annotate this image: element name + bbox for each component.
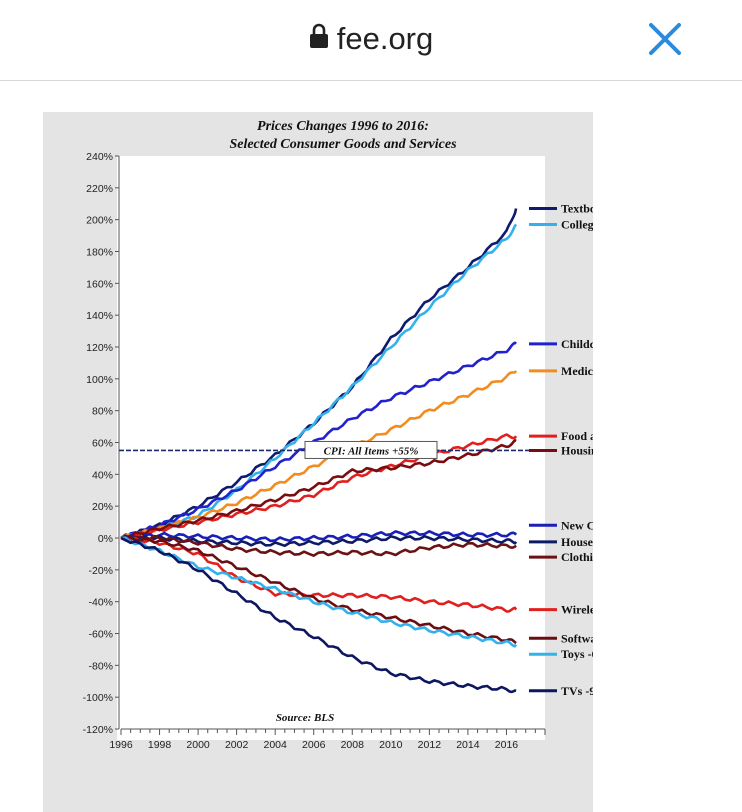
y-tick-label: -100%: [83, 692, 113, 704]
legend-label: Housing +61%: [561, 443, 593, 457]
x-tick-label: 2002: [225, 739, 249, 751]
cpi-label: CPI: All Items +55%: [324, 445, 419, 457]
legend-label: New Cars +2.1%: [561, 518, 593, 532]
x-tick-label: 1996: [109, 739, 133, 751]
y-tick-label: 220%: [86, 183, 113, 195]
browser-top-bar: fee.org: [0, 0, 742, 81]
series-layer: [120, 208, 518, 694]
series-line-toys: [120, 536, 518, 648]
y-axis: 240% 220% 200% 180% 160% 140% 120% 100% 80% 60% 40…: [83, 151, 120, 736]
y-tick-label: 20%: [92, 501, 113, 513]
series-line-housing: [120, 439, 517, 540]
legend-label: Childcare +122%: [561, 337, 593, 351]
series-line-wireless-service: [120, 536, 518, 613]
x-axis: 1996 1998 2000 2002 2004 2006 2008 2010 2012 2014…: [109, 728, 546, 751]
legend-label: Wireless Service -45%: [561, 603, 593, 617]
legend: Textbooks +207%College Tuition +197% Chil…: [529, 202, 593, 698]
y-tick-label: 100%: [86, 374, 113, 386]
legend-label: Software -66%: [561, 631, 593, 645]
y-tick-label: 40%: [92, 469, 113, 481]
y-tick-label: 80%: [92, 406, 113, 418]
legend-label: College Tuition +197%: [561, 217, 593, 231]
x-tick-label: 2016: [495, 739, 519, 751]
y-tick-label: -80%: [88, 660, 113, 672]
chart: Prices Changes 1996 to 2016: Selected Co…: [83, 119, 593, 751]
y-tick-label: -40%: [88, 597, 113, 609]
series-line-textbooks: [120, 208, 518, 540]
y-tick-label: 240%: [86, 151, 113, 163]
legend-label: Household Furnishings -2.4%: [561, 535, 593, 549]
url-text: fee.org: [336, 21, 434, 56]
y-tick-label: -120%: [83, 724, 113, 736]
close-button[interactable]: [645, 19, 685, 59]
series-line-household-furnishings: [120, 534, 518, 548]
legend-label: Clothing -4.8%: [561, 550, 593, 564]
y-tick-label: 180%: [86, 247, 113, 259]
y-tick-label: 120%: [86, 342, 113, 354]
close-icon: [649, 23, 681, 55]
legend-label: Toys -67%: [561, 647, 593, 661]
chart-panel: Prices Changes 1996 to 2016: Selected Co…: [43, 112, 593, 812]
series-line-software: [120, 535, 517, 645]
y-tick-label: 140%: [86, 310, 113, 322]
chart-source: Source: BLS: [276, 712, 334, 724]
series-line-childcare: [121, 341, 517, 540]
x-tick-label: 2014: [456, 739, 480, 751]
y-tick-label: -60%: [88, 629, 113, 641]
legend-label: Textbooks +207%: [561, 202, 593, 216]
y-tick-label: 200%: [86, 215, 113, 227]
y-tick-label: 0%: [98, 533, 113, 545]
x-tick-label: 2010: [379, 739, 403, 751]
legend-label: Food and Beverages +64%: [561, 429, 593, 443]
chart-subtitle: Selected Consumer Goods and Services: [229, 137, 457, 152]
lock-icon: [309, 21, 329, 57]
x-tick-label: 2006: [302, 739, 326, 751]
y-tick-label: -20%: [88, 565, 113, 577]
reference-layer: CPI: All Items +55%: [119, 440, 545, 459]
cpi-label-box: [304, 440, 438, 459]
series-line-tvs: [120, 536, 517, 694]
series-line-clothing: [120, 534, 517, 557]
legend-label: TVs -96%: [561, 684, 593, 698]
x-tick-label: 2012: [418, 739, 442, 751]
x-tick-label: 2000: [186, 739, 210, 751]
address-bar[interactable]: fee.org: [0, 0, 742, 78]
x-tick-label: 2008: [341, 739, 365, 751]
x-tick-label: 2004: [264, 739, 288, 751]
y-tick-label: 60%: [92, 438, 113, 450]
legend-label: Medical Care +105%: [561, 364, 593, 378]
y-tick-label: 160%: [86, 278, 113, 290]
series-line-new-cars: [120, 530, 518, 543]
chart-title: Prices Changes 1996 to 2016:: [257, 119, 429, 134]
x-tick-label: 1998: [148, 739, 172, 751]
